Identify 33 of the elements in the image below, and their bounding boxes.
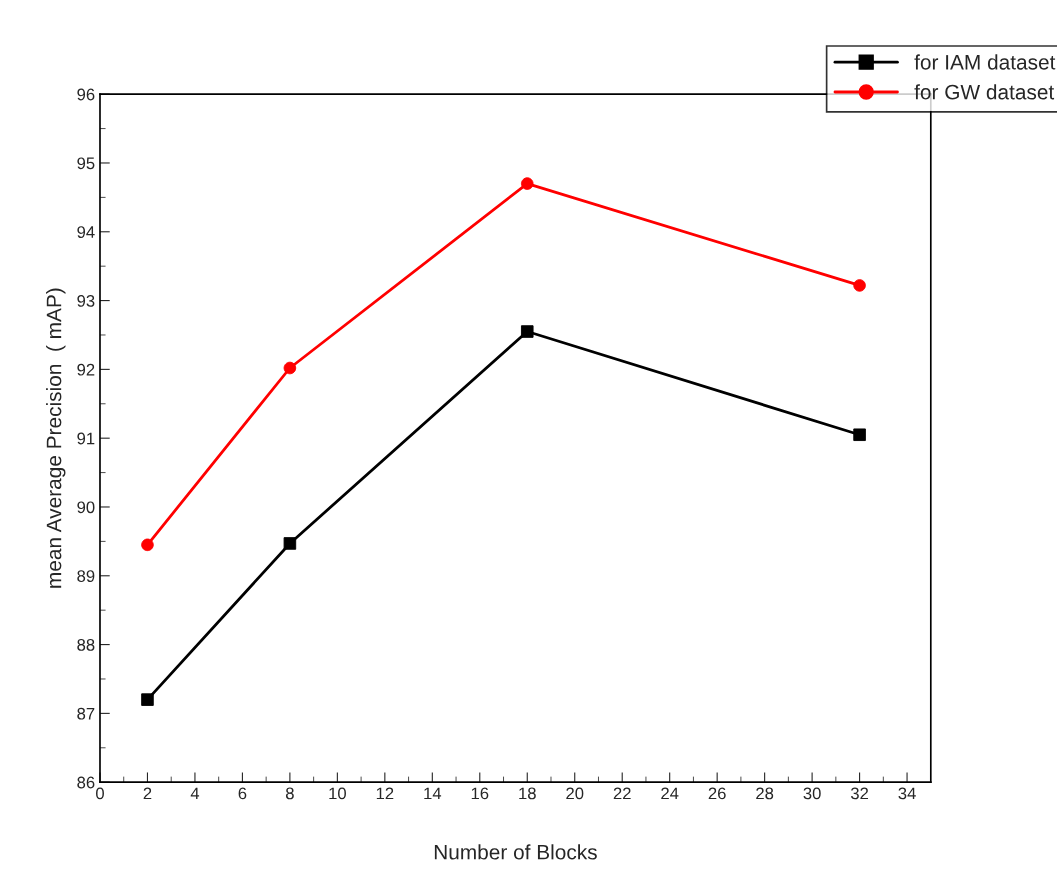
y-tick-label: 96 — [77, 88, 95, 101]
x-axis-title: Number of Blocks — [434, 844, 597, 860]
x-tick-label: 26 — [708, 787, 726, 800]
x-tick-label: 28 — [756, 787, 774, 800]
x-tick-label: 10 — [329, 787, 346, 800]
x-tick-label: 0 — [96, 787, 104, 800]
x-tick-label: 12 — [376, 787, 394, 800]
y-tick-label: 87 — [77, 707, 95, 720]
y-tick-label: 91 — [77, 432, 95, 445]
x-tick-label: 6 — [238, 787, 247, 800]
y-tick-label: 93 — [77, 294, 95, 307]
x-tick-label: 24 — [661, 787, 679, 800]
x-tick-label: 20 — [566, 787, 584, 800]
x-tick-label: 34 — [898, 787, 916, 800]
x-tick-label: 4 — [190, 787, 200, 800]
y-tick-label: 94 — [77, 226, 95, 238]
x-tick-label: 18 — [519, 787, 536, 800]
x-tick-label: 14 — [424, 787, 442, 800]
x-tick-label: 8 — [285, 787, 294, 800]
x-tick-label: 22 — [613, 787, 631, 800]
y-tick-label: 86 — [77, 776, 95, 789]
y-tick-label: 90 — [77, 501, 95, 514]
x-tick-label: 16 — [471, 787, 489, 800]
y-tick-label: 88 — [77, 638, 95, 651]
y-tick-label: 89 — [77, 570, 95, 582]
y-tick-label: 95 — [77, 157, 95, 170]
x-tick-label: 30 — [803, 787, 821, 800]
y-tick-label: 92 — [77, 363, 95, 376]
legend-label: for IAM dataset — [914, 54, 1056, 70]
x-tick-label: 32 — [850, 787, 869, 800]
y-axis-title: mean Average Precision ( mAP) — [46, 288, 66, 588]
legend-label: for GW dataset — [914, 84, 1055, 100]
x-tick-label: 2 — [143, 787, 152, 800]
